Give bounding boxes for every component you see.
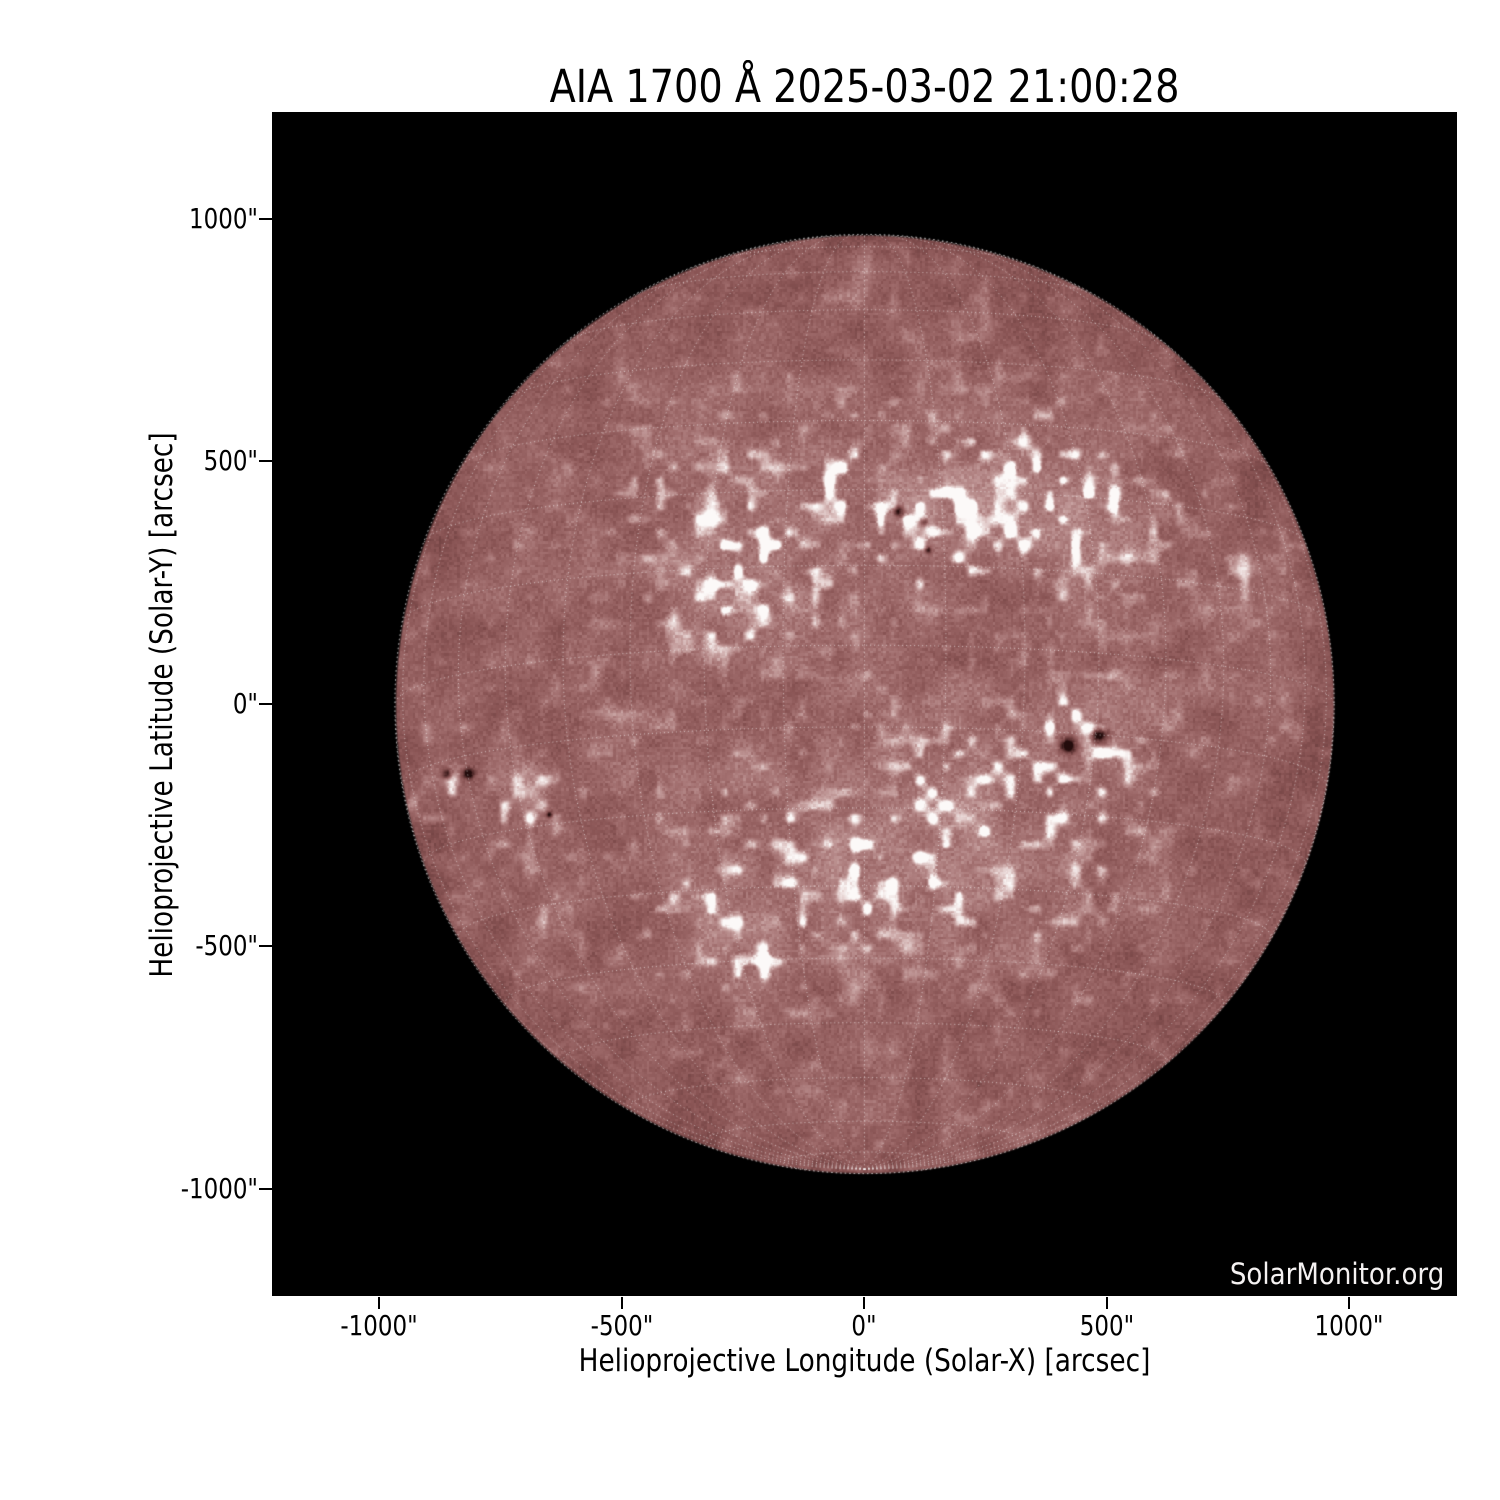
x-tick-label: 500" xyxy=(1079,1309,1135,1342)
y-tick-label: 500" xyxy=(203,444,258,477)
x-tick-mark xyxy=(863,1297,865,1309)
y-tick-label: -500" xyxy=(195,929,258,962)
x-tick-label: 1000" xyxy=(1314,1309,1384,1342)
y-tick-label: 1000" xyxy=(189,202,258,235)
x-tick-label: 0" xyxy=(851,1309,877,1342)
y-tick-mark xyxy=(259,945,272,947)
x-tick-label: -500" xyxy=(590,1309,654,1342)
y-tick-label: 0" xyxy=(232,687,258,720)
x-tick-label: -1000" xyxy=(340,1309,418,1342)
y-tick-mark xyxy=(259,460,272,462)
y-tick-mark xyxy=(259,1188,272,1190)
watermark: SolarMonitor.org xyxy=(1229,1257,1444,1291)
x-tick-mark xyxy=(378,1297,380,1309)
y-tick-mark xyxy=(259,703,272,705)
plot-area: SolarMonitor.org xyxy=(272,112,1457,1296)
x-tick-mark xyxy=(1106,1297,1108,1309)
y-tick-mark xyxy=(259,218,272,220)
x-tick-mark xyxy=(1348,1297,1350,1309)
solar-disk-image xyxy=(272,112,1457,1296)
chart-title: AIA 1700 Å 2025-03-02 21:00:28 xyxy=(549,60,1180,113)
y-tick-label: -1000" xyxy=(180,1172,258,1205)
x-tick-mark xyxy=(621,1297,623,1309)
x-axis-label: Helioprojective Longitude (Solar-X) [arc… xyxy=(578,1343,1151,1379)
